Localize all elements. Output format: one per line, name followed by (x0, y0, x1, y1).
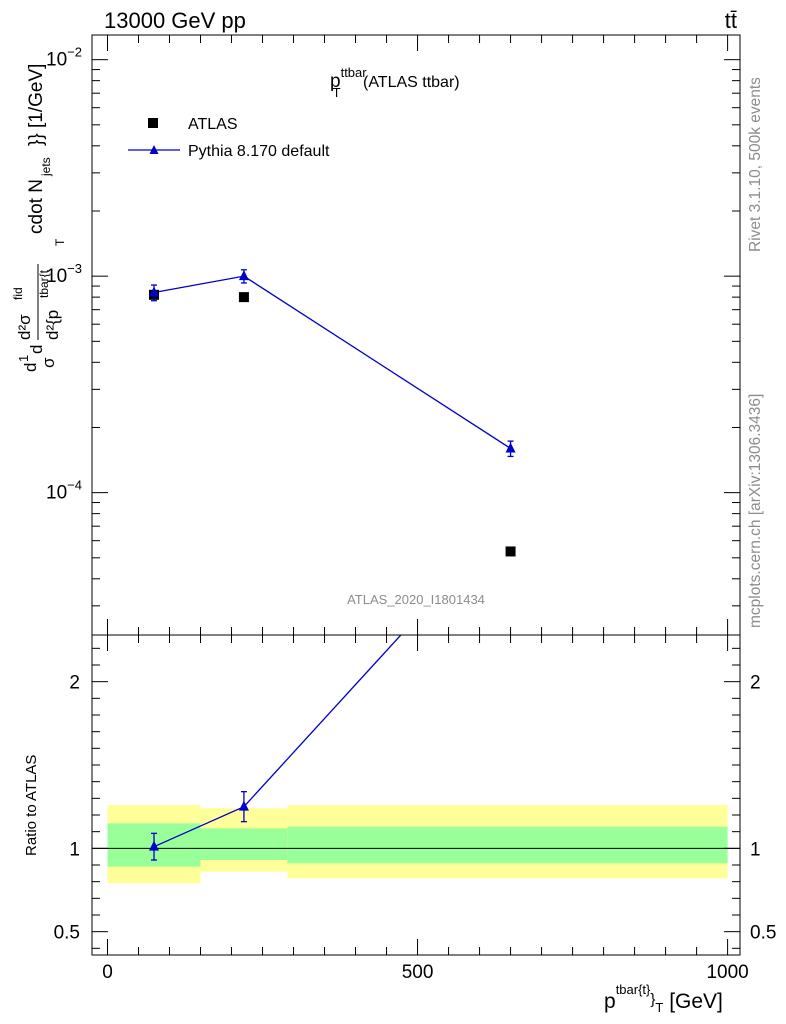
analysis-watermark: ATLAS_2020_I1801434 (347, 592, 485, 607)
ratio-inner-band (200, 828, 288, 860)
ratio-y-tick-label-right: 2 (750, 673, 761, 694)
data-point (238, 292, 249, 303)
plot-title: pttbar T (ATLAS ttbar) (330, 65, 460, 100)
legend: ATLAS Pythia 8.170 default (128, 116, 330, 160)
legend-mc-marker (149, 145, 159, 154)
ratio-y-tick-label-left: 1 (69, 839, 80, 860)
main-panel: 10−4 10−3 10−2 pttbar T (ATLAS ttbar) d 1 σ… (11, 34, 741, 636)
svg-text:}} [1/GeV]: }} [1/GeV] (26, 64, 47, 146)
svg-text:1: 1 (16, 355, 31, 362)
svg-text:σ: σ (39, 357, 58, 368)
svg-text:d: d (27, 345, 46, 354)
main-y-tick-label: 10−3 (46, 261, 82, 287)
ratio-y-tick-label-right: 1 (750, 839, 761, 860)
mcplots-label: mcplots.cern.ch [arXiv:1306.3436] (747, 394, 764, 628)
svg-text:d: d (21, 363, 40, 372)
main-y-tick-label: 10−4 (46, 478, 82, 504)
svg-text:fid: fid (11, 287, 25, 300)
legend-data-marker (148, 118, 158, 128)
x-tick-label: 1000 (706, 962, 748, 983)
mc-ratio-point (149, 840, 160, 851)
rivet-label: Rivet 3.1.10, 500k events (747, 77, 764, 252)
energy-label: 13000 GeV pp (104, 8, 246, 33)
ratio-y-tick-label-left: 2 (69, 673, 80, 694)
mc-ratio-point (238, 800, 249, 811)
svg-text:cdot N: cdot N (26, 179, 47, 234)
svg-text:d²σ: d²σ (15, 314, 34, 340)
ratio-y-tick-label-right: 0.5 (750, 923, 776, 944)
legend-data-label: ATLAS (188, 116, 238, 133)
ratio-y-axis-label: Ratio to ATLAS (23, 755, 40, 856)
ratio-panel: 0.5 0.5 1 1 2 2 0 500 1000 Ratio to ATLAS ptbar… (23, 509, 776, 1015)
mc-ratio-point (506, 509, 516, 519)
main-y-tick-label: 10−2 (46, 45, 82, 71)
mc-point (238, 270, 249, 281)
ratio-y-tick-label-left: 0.5 (54, 923, 80, 944)
svg-text:d²{p: d²{p (43, 310, 62, 340)
mc-point (505, 442, 516, 453)
ratio-inner-band (287, 826, 728, 864)
x-tick-label: 0 (102, 962, 113, 983)
main-y-axis-label: d 1 σ d d²σ fid d²{p tbar{t T cdot N jet… (11, 64, 67, 372)
mc-ratio-line (153, 635, 402, 848)
process-label: tt̄ (725, 8, 737, 33)
data-point (505, 546, 516, 557)
ratio-frame (91, 634, 741, 956)
svg-text:T: T (53, 238, 67, 246)
legend-mc-label: Pythia 8.170 default (188, 143, 330, 160)
svg-text:tbar{t: tbar{t (37, 269, 51, 298)
svg-text:jets: jets (39, 157, 53, 177)
x-tick-label: 500 (402, 962, 434, 983)
mc-point (149, 286, 160, 297)
x-axis-label: ptbar{t}}T [GeV] (604, 982, 723, 1015)
mc-line (153, 275, 511, 449)
